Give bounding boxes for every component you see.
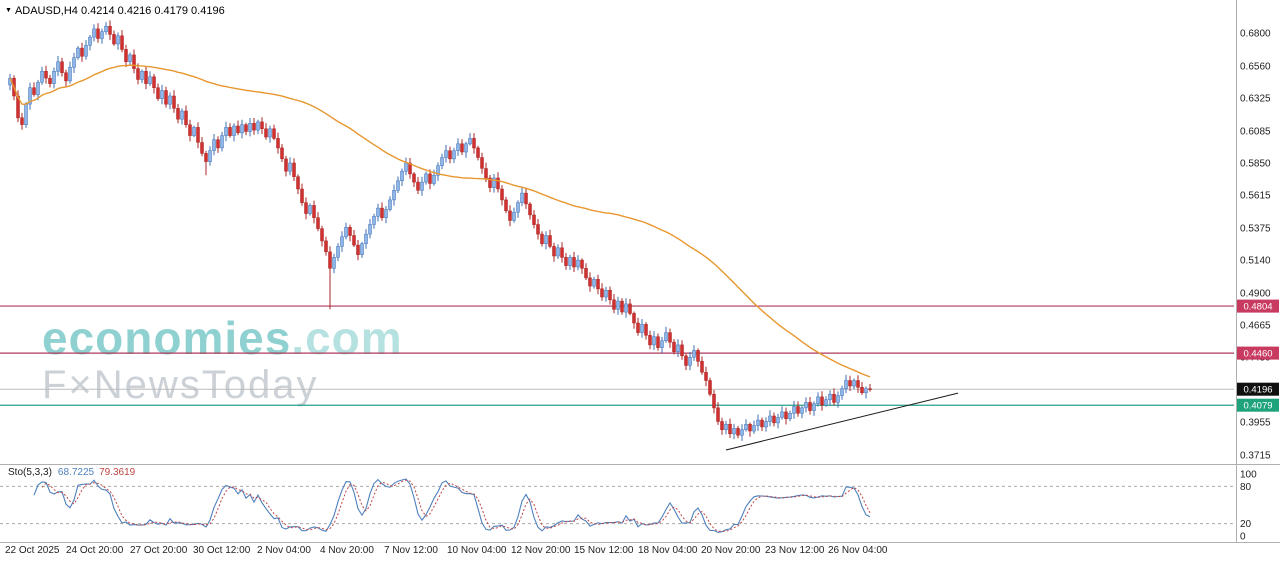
axis-label: 7 Nov 12:00 [384,545,438,556]
resistance-price-badge: 0.4804 [1237,299,1279,313]
axis-label: 0.6800 [1240,29,1271,40]
axis-label: 18 Nov 04:00 [638,545,698,556]
axis-label: 0.6560 [1240,61,1271,72]
symbol-info: ▼ ADAUSD,H4 0.4214 0.4216 0.4179 0.4196 [5,5,225,17]
axis-label: 0 [1240,532,1246,543]
axis-label: 0.4804 [1243,302,1272,313]
indicator-label: Sto(5,3,3) 68.7225 79.3619 [8,467,135,478]
axis-label: 0.5850 [1240,158,1271,169]
stochastic-signal-line [41,479,871,533]
axis-label: 20 Nov 20:00 [701,545,761,556]
axis-label: 30 Oct 12:00 [193,545,251,556]
axis-label: 22 Oct 2025 [5,545,60,556]
last-price-badge: 0.4196 [1237,382,1279,396]
resistance-price-badge: 0.4460 [1237,346,1279,360]
axis-label: 0.4900 [1240,288,1271,299]
axis-label: 0.3955 [1240,418,1271,429]
axis-label: 20 [1240,519,1252,530]
axis-label: 0.3715 [1240,451,1271,462]
axis-label: 0.6085 [1240,126,1271,137]
symbol-marker-icon: ▼ [5,7,12,14]
candles [8,20,872,441]
time-axis: 22 Oct 2025 24 Oct 20:00 27 Oct 20:00 30 Oc… [5,545,888,556]
axis-label: 0.6325 [1240,94,1271,105]
indicator-name: Sto(5,3,3) [8,467,52,478]
axis-label: 80 [1240,482,1252,493]
price-axis: 0.6800 0.6560 0.6325 0.6085 0.5850 0.5615 0.53… [1236,0,1279,542]
moving-average-line [9,64,871,378]
axis-label: 0.4460 [1243,349,1272,360]
axis-label: 23 Nov 12:00 [765,545,825,556]
axis-label: 0.4196 [1243,385,1272,396]
indicator-signal-value: 79.3619 [99,467,136,478]
symbol-ohlc-text: ADAUSD,H4 0.4214 0.4216 0.4179 0.4196 [14,5,225,17]
axis-label: 0.5375 [1240,223,1271,234]
price-levels [0,305,1234,406]
axis-label: 24 Oct 20:00 [66,545,124,556]
axis-label: 0.5615 [1240,191,1271,202]
support-price-badge: 0.4079 [1237,398,1279,412]
stochastic-main-line [33,478,871,533]
axis-label: 15 Nov 12:00 [574,545,634,556]
axis-label: 0.4665 [1240,321,1271,332]
axis-label: 2 Nov 04:00 [257,545,311,556]
axis-label: 100 [1240,470,1257,481]
axis-label: 0.5140 [1240,256,1271,267]
axis-label: 4 Nov 20:00 [320,545,374,556]
axis-label: 27 Oct 20:00 [130,545,188,556]
trendline[interactable] [725,392,959,451]
axis-label: 26 Nov 04:00 [828,545,888,556]
axis-label: 12 Nov 20:00 [511,545,571,556]
axis-label: 10 Nov 04:00 [447,545,507,556]
indicator-main-value: 68.7225 [57,467,95,478]
axis-label: 0.4079 [1243,401,1272,412]
